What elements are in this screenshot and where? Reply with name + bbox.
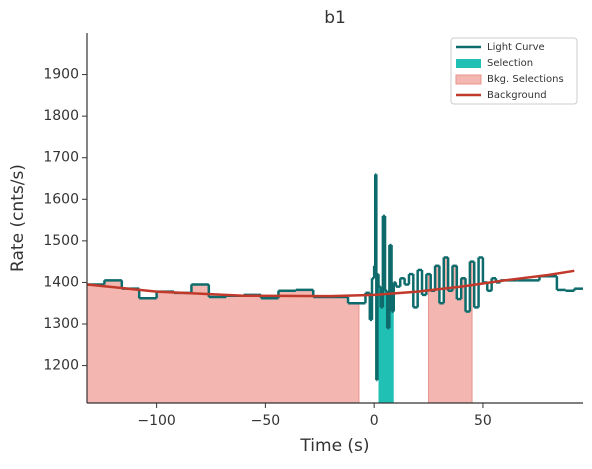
y-tick-label: 1600 [43,191,79,207]
x-tick-label: 0 [370,413,379,429]
legend-label: Bkg. Selections [487,74,564,85]
y-tick-label: 1900 [43,67,79,83]
x-tick-label: −50 [251,413,281,429]
y-tick-label: 1500 [43,233,79,249]
legend-swatch [455,74,482,85]
x-tick-label: −100 [137,413,175,429]
y-tick-label: 1200 [43,358,79,374]
x-axis-label: Time (s) [299,436,369,456]
legend-swatch [456,59,481,68]
y-tick-label: 1400 [43,274,79,290]
legend-box [450,37,578,105]
legend-label: Light Curve [487,42,545,53]
legend-label: Selection [487,58,533,69]
y-tick-label: 1800 [43,108,79,124]
x-tick-label: 50 [474,413,492,429]
chart-title: b1 [324,8,346,28]
y-tick-label: 1700 [43,150,79,166]
y-tick-label: 1300 [43,316,79,332]
background-line [86,269,575,298]
y-axis-label: Rate (cnts/s) [8,164,28,272]
legend-label: Background [487,90,547,101]
selection-area [86,279,360,404]
